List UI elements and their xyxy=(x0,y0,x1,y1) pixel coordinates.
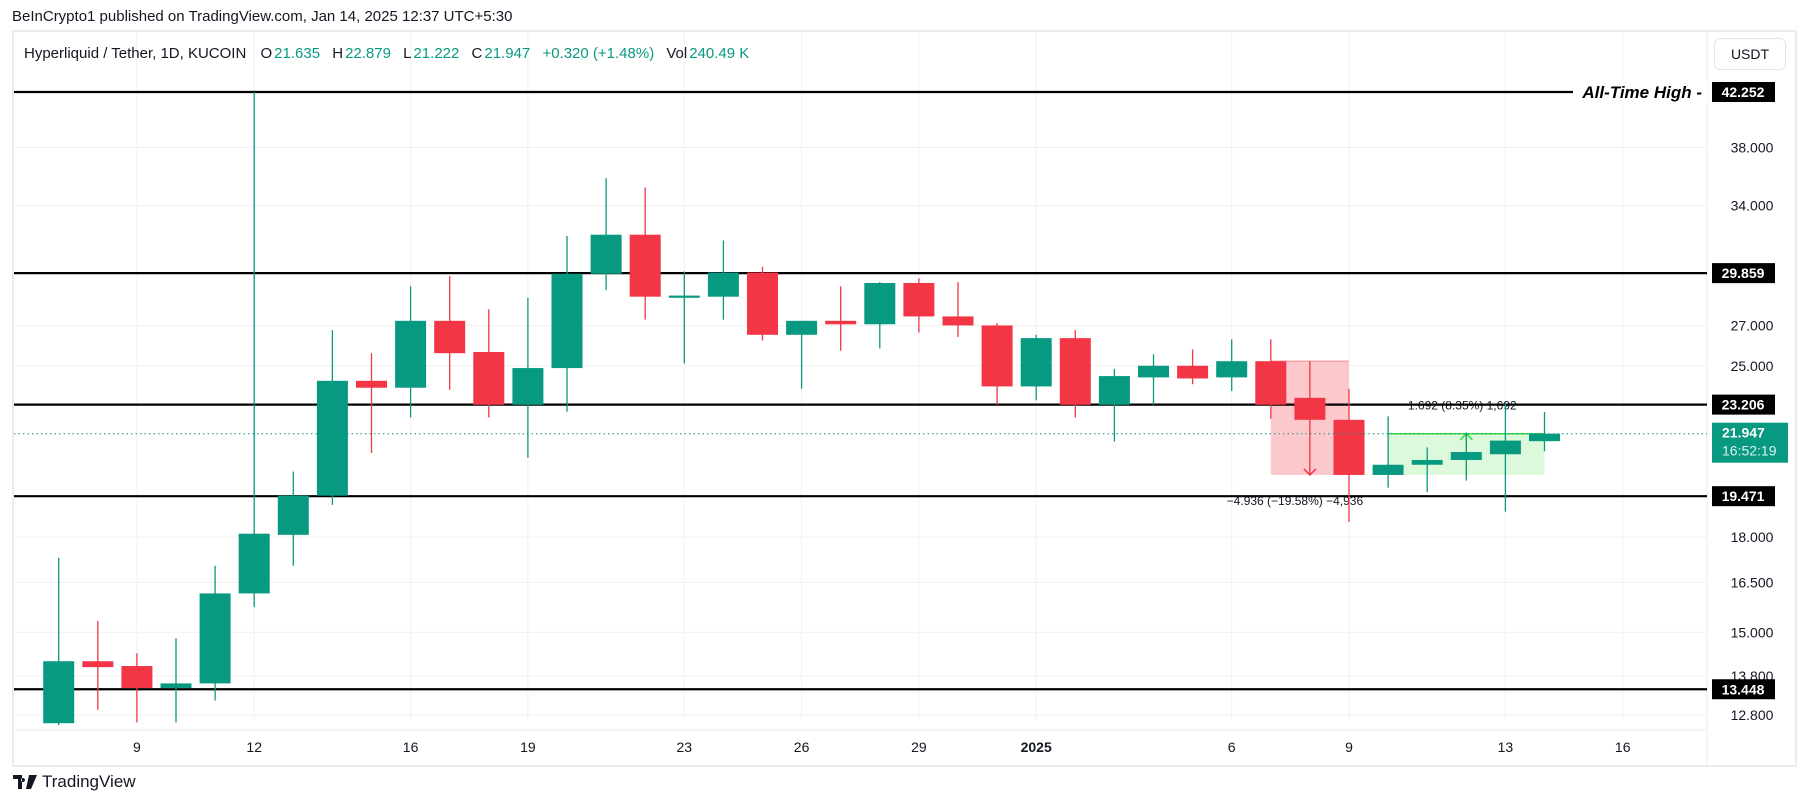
candle-body[interactable] xyxy=(1372,464,1404,475)
candle-body[interactable] xyxy=(942,316,974,326)
low-label: L xyxy=(403,45,412,62)
candle-body[interactable] xyxy=(160,683,192,689)
tradingview-logo[interactable]: TradingView xyxy=(13,772,136,792)
candle-body[interactable] xyxy=(199,593,231,684)
candle-body[interactable] xyxy=(1411,459,1443,465)
candle-body[interactable] xyxy=(981,325,1013,387)
x-tick-label: 19 xyxy=(520,739,536,755)
candle-body[interactable] xyxy=(434,320,466,354)
candle-body[interactable] xyxy=(1138,365,1169,378)
level-price-label: 19.471 xyxy=(1722,488,1765,504)
candle-body[interactable] xyxy=(316,380,348,496)
price-tick-label: 38.000 xyxy=(1731,139,1774,155)
candle-body[interactable] xyxy=(82,661,114,668)
candle-body[interactable] xyxy=(1255,361,1287,405)
x-tick-label: 9 xyxy=(1345,739,1353,755)
candle-body[interactable] xyxy=(1450,452,1482,460)
candle-body[interactable] xyxy=(668,295,700,298)
high-value: 22.879 xyxy=(345,45,391,62)
candle-body[interactable] xyxy=(238,533,270,594)
tradingview-brand: TradingView xyxy=(42,772,136,791)
price-tick-label: 18.000 xyxy=(1731,529,1774,545)
level-price-badge xyxy=(1712,486,1775,507)
level-price-badge xyxy=(1712,394,1775,415)
candle-body[interactable] xyxy=(629,234,661,297)
candle-body[interactable] xyxy=(473,351,505,405)
level-price-label: 23.206 xyxy=(1722,397,1765,413)
level-price-label: 29.859 xyxy=(1722,265,1765,281)
tradingview-logo-icon xyxy=(13,775,37,789)
x-tick-label: 2025 xyxy=(1021,739,1052,755)
candle-body[interactable] xyxy=(1059,338,1091,405)
last-price-label: 21.947 xyxy=(1722,425,1765,441)
candle-body[interactable] xyxy=(825,320,857,325)
high-label: H xyxy=(332,45,344,62)
open-value: 21.635 xyxy=(274,45,321,62)
currency-button[interactable]: USDT xyxy=(1714,38,1786,70)
price-tick-label: 34.000 xyxy=(1731,197,1774,213)
candle-body[interactable] xyxy=(1020,338,1052,387)
x-tick-label: 16 xyxy=(1615,739,1631,755)
measure-label: 1.692 (8.35%) 1,692 xyxy=(1408,399,1517,413)
candle-body[interactable] xyxy=(786,320,818,335)
candle-body[interactable] xyxy=(1216,361,1248,378)
symbol-legend: Hyperliquid / Tether, 1D, KUCOIN O 21.635… xyxy=(24,45,757,62)
candle-body[interactable] xyxy=(1294,397,1326,420)
symbol-title[interactable]: Hyperliquid / Tether, 1D, KUCOIN xyxy=(24,45,247,62)
x-tick-label: 13 xyxy=(1498,739,1514,755)
candle-body[interactable] xyxy=(1177,365,1209,379)
level-price-label: 42.252 xyxy=(1722,84,1765,100)
x-tick-label: 9 xyxy=(133,739,141,755)
candle-body[interactable] xyxy=(1529,433,1560,442)
candle-body[interactable] xyxy=(590,234,622,274)
published-caption: BeInCrypto1 published on TradingView.com… xyxy=(12,8,513,25)
all-time-high-label: All-Time High - xyxy=(1581,83,1702,102)
x-tick-label: 6 xyxy=(1228,739,1236,755)
candle-body[interactable] xyxy=(43,661,75,724)
low-value: 21.222 xyxy=(413,45,460,62)
candle-body[interactable] xyxy=(512,368,544,405)
x-tick-label: 12 xyxy=(246,739,262,755)
level-price-badge xyxy=(1712,263,1775,284)
open-label: O xyxy=(260,45,273,62)
volume-label: Vol xyxy=(666,45,688,62)
x-tick-label: 26 xyxy=(794,739,810,755)
candle-body[interactable] xyxy=(1098,376,1130,405)
candle-body[interactable] xyxy=(121,666,153,689)
candle-body[interactable] xyxy=(1489,440,1521,455)
chart-frame xyxy=(12,30,1797,767)
bar-countdown-label: 16:52:19 xyxy=(1722,443,1777,459)
level-price-badge xyxy=(1712,679,1775,700)
measure-label: −4.936 (−19.58%) −4,936 xyxy=(1227,494,1364,508)
last-price-badge xyxy=(1712,422,1788,463)
candle-body[interactable] xyxy=(707,272,739,297)
price-tick-label: 25.000 xyxy=(1731,358,1774,374)
price-tick-label: 12.800 xyxy=(1731,707,1774,723)
change-value: +0.320 (+1.48%) xyxy=(542,45,655,62)
candle-body[interactable] xyxy=(1333,419,1365,475)
x-tick-label: 16 xyxy=(403,739,419,755)
level-price-badge xyxy=(1712,82,1775,102)
candle-body[interactable] xyxy=(551,273,583,369)
close-label: C xyxy=(471,45,483,62)
price-tick-label: 15.000 xyxy=(1731,624,1774,640)
x-tick-label: 23 xyxy=(677,739,693,755)
candle-body[interactable] xyxy=(277,495,309,535)
candle-body[interactable] xyxy=(903,282,935,317)
level-annotation-bg xyxy=(1573,80,1707,104)
close-value: 21.947 xyxy=(484,45,531,62)
level-price-label: 13.448 xyxy=(1722,681,1765,697)
candle-body[interactable] xyxy=(864,282,896,325)
candle-body[interactable] xyxy=(356,380,387,388)
price-tick-label: 27.000 xyxy=(1731,318,1774,334)
x-tick-label: 29 xyxy=(911,739,927,755)
volume-value: 240.49 K xyxy=(689,45,750,62)
candle-body[interactable] xyxy=(395,320,427,388)
candle-body[interactable] xyxy=(747,272,778,335)
price-tick-label: 16.500 xyxy=(1731,575,1774,591)
